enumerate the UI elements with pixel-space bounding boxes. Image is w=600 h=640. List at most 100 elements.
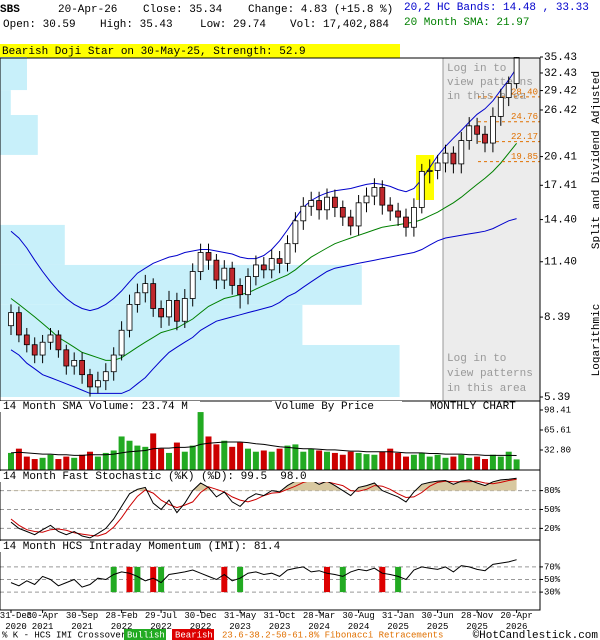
candle-body [434,162,441,171]
volume-bar [308,448,315,470]
volume-bar [166,452,172,470]
lower-band [10,218,517,394]
candle-body [252,264,259,277]
volume-bar [221,440,228,470]
symbol: SBS [0,4,20,16]
candle-body [55,334,62,351]
candle-body [173,300,180,322]
bearish-crossover [324,566,330,593]
candle-body [181,298,188,322]
volume-bar [418,452,425,470]
volume-bar [110,450,117,470]
volume-bar [55,459,62,470]
volume-label: 14 Month SMA Volume: 23.74 M [3,401,188,413]
candle-body [71,360,78,367]
candle-body [245,276,251,296]
volume-bar [197,412,204,470]
volume-bar [482,459,488,470]
y-tick-label: 20.41 [544,151,577,163]
volume-by-price-bar [0,90,11,115]
volume-bar [300,451,307,470]
bullish-crossover [110,566,117,593]
bullish-crossover [158,566,165,593]
candle-body [466,125,473,141]
bearish-crossover [221,566,228,593]
candle-body [426,170,433,172]
volume-bar [371,454,378,470]
volume-bar [94,456,101,470]
price-overlays [10,67,518,394]
sma-line [10,142,517,361]
footer-crossover: % K - HCS IMI Crossover, [2,630,132,640]
x-tick-label: 31-Dec 2020 [0,611,32,632]
copyright: ©HotCandlestick.com [473,630,599,640]
x-tick-label: 30-Dec 2022 [184,611,216,632]
scale-label: Logarithmic [591,304,600,377]
candle-body [371,187,378,197]
indicator-line [10,559,517,588]
volume-bar [260,450,267,470]
candle-body [316,200,323,211]
candle-body [410,207,417,228]
volume-bar [363,454,370,470]
volume-bar [71,457,78,470]
y-tick-label: 65.61 [544,425,571,435]
y-tick-label: 30% [544,587,561,597]
y-tick-label: 11.40 [544,257,577,269]
y-tick-label: 32.43 [544,68,577,80]
x-tick-label: 30-Jun 2025 [421,611,453,632]
volume-bar [142,446,149,470]
candle-body [31,344,38,356]
x-tick-label: 20-Apr 2026 [500,611,532,632]
x-tick-label: 29-Jul 2022 [145,611,177,632]
volume-bar [513,459,520,470]
volume-bar [489,454,496,470]
candle-body [505,83,512,98]
volume-bar [331,452,338,470]
candle-body [489,115,496,144]
volume-bar [189,445,196,470]
volume-bar [252,451,259,470]
volume-bar [213,444,220,470]
candle-body [150,283,157,309]
volume-bar [158,448,165,470]
stoch-label: 14 Month Fast Stochastic (%K) (%D): 99.5… [3,471,307,483]
volume-bar [355,452,362,470]
close: Close: 35.34 [143,4,223,16]
candle-body [513,57,520,84]
candle-body [79,360,85,376]
bullish-crossover [339,566,346,593]
stoch-shade [11,478,517,491]
footer-bullish: Bullish [127,630,165,640]
volume-bar [31,459,38,470]
bullish-crossover [395,566,402,593]
period-label: MONTHLY CHART [430,401,516,413]
candle-body [300,205,307,222]
candle-body [118,329,125,356]
vbp-label: Volume By Price [275,401,374,413]
candle-body [237,285,244,296]
candle-body [418,171,425,208]
footer-fib: 23.6-38.2-50-61.8% Fibonacci Retracement… [222,630,443,640]
candle-body [284,243,291,264]
volume-bar [292,444,299,470]
bullish-key [124,629,166,640]
candle-body [450,152,457,165]
sma-info: 20 Month SMA: 21.97 [404,17,529,29]
indicator-line [10,477,517,539]
candle-body [134,292,141,305]
y-tick-label: 35.43 [544,52,577,64]
notice: Log in to [447,353,506,365]
volume-bar [442,457,449,470]
candle-body [8,312,14,327]
y-tick-label: 20% [544,524,561,534]
volume-bar [426,456,433,470]
candle-body [95,380,101,388]
fib-label: 22.17 [511,132,538,142]
volume-bar [8,452,14,470]
volume-bar [347,451,354,470]
imi-label: 14 Month HCS Intraday Momentum (IMI): 81… [3,541,281,553]
candle-body [47,334,54,343]
candle-body [15,312,22,336]
notice: Log in to [447,63,506,75]
